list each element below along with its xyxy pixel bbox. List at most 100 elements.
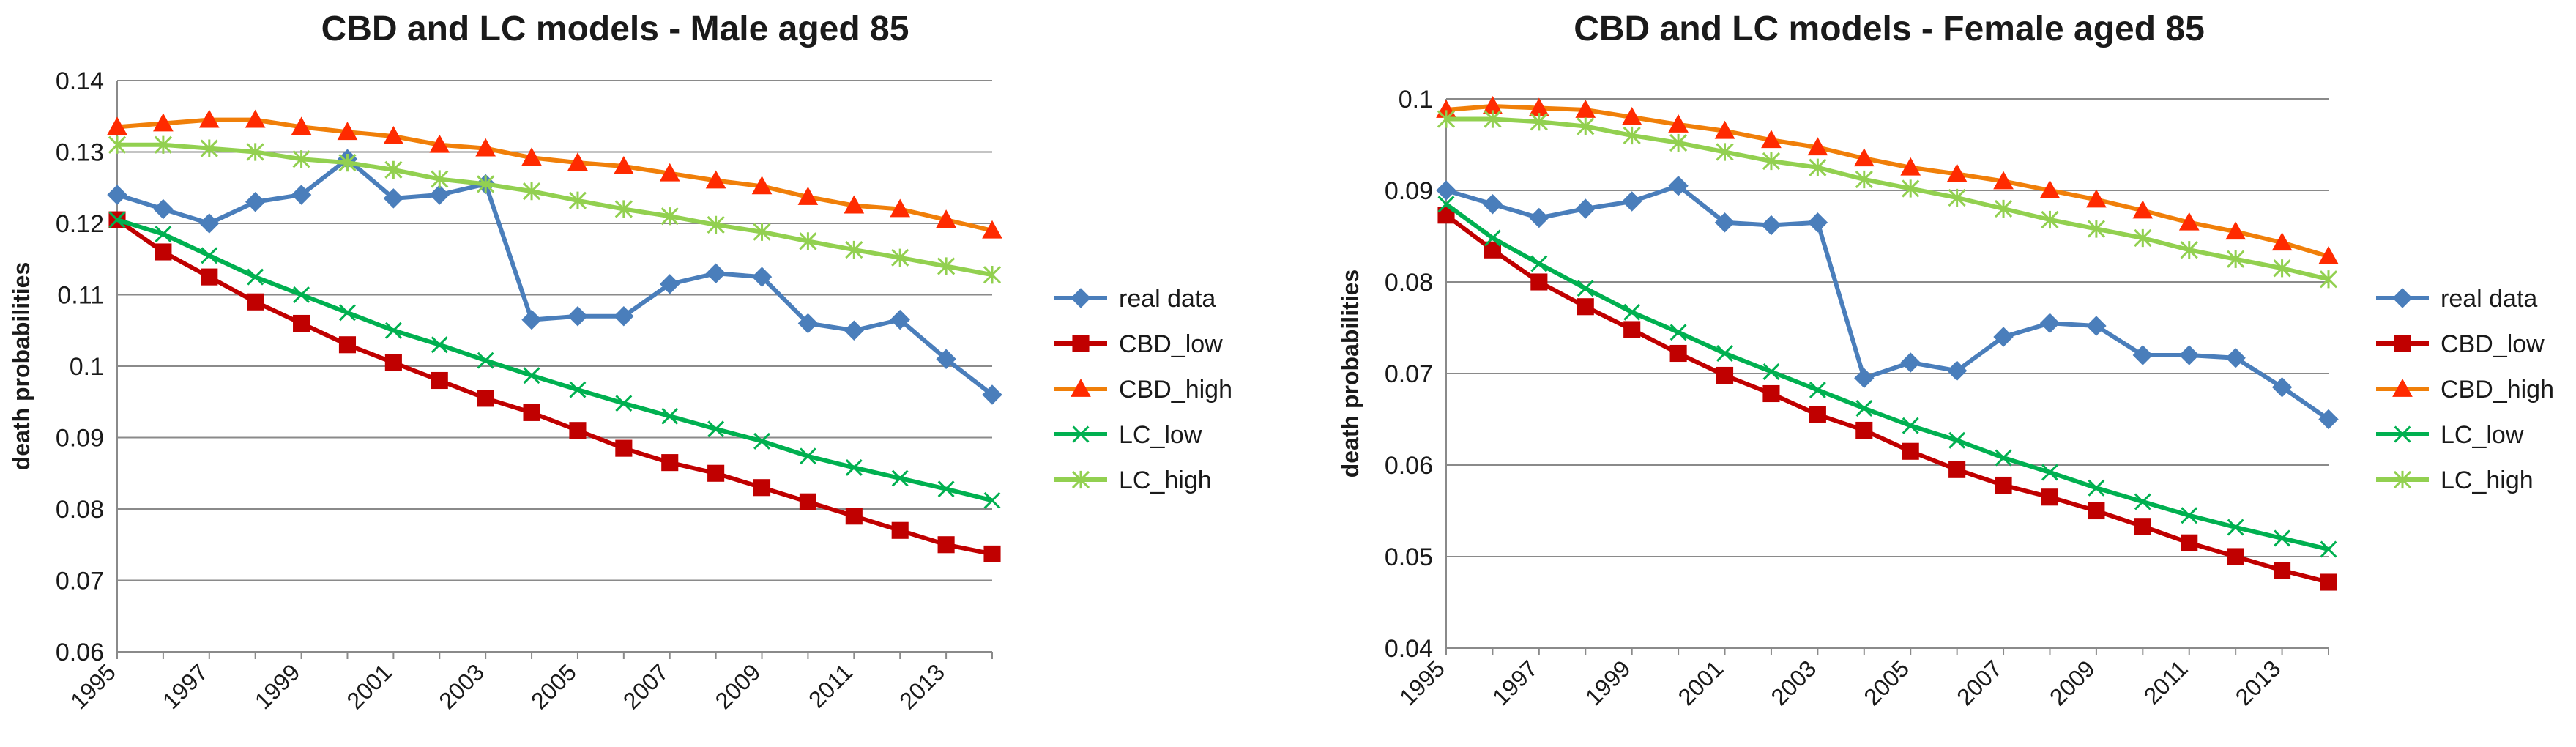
y-tick-label: 0.04 <box>1385 635 1433 663</box>
x-tick-label: 2007 <box>618 658 674 714</box>
data-point <box>1807 137 1828 156</box>
data-point <box>107 185 127 205</box>
legend-marker <box>2394 335 2411 352</box>
data-point <box>1716 345 1733 362</box>
data-point <box>521 147 542 166</box>
data-point <box>1668 114 1689 133</box>
data-point <box>1484 110 1502 128</box>
data-point <box>198 109 220 128</box>
data-point <box>384 160 403 179</box>
x-tick-label: 1997 <box>1487 655 1543 710</box>
data-point <box>477 352 494 369</box>
y-tick-label: 0.1 <box>70 353 104 381</box>
data-point <box>2134 493 2151 510</box>
data-point <box>937 480 955 498</box>
data-point <box>475 138 496 157</box>
data-point <box>1530 255 1548 272</box>
data-point <box>937 257 956 275</box>
data-point <box>155 243 172 261</box>
data-point <box>2134 518 2151 535</box>
data-point <box>2180 241 2198 259</box>
data-point <box>2039 179 2061 198</box>
data-point <box>245 109 266 128</box>
series-lc-high <box>1437 110 2338 289</box>
y-tick-label: 0.07 <box>56 568 104 595</box>
data-point <box>1623 321 1641 338</box>
data-point <box>753 223 771 241</box>
data-point <box>155 226 172 243</box>
data-point <box>1716 143 1734 161</box>
x-tick-label: 2013 <box>2230 655 2286 710</box>
legend-marker <box>1071 288 1091 308</box>
data-point <box>523 404 540 421</box>
data-point <box>291 116 312 135</box>
legend-label: CBD_high <box>2441 376 2554 404</box>
y-axis-label: death probabilities <box>1337 270 1363 477</box>
data-point <box>1577 117 1595 135</box>
data-point <box>1902 417 1919 434</box>
data-point <box>2179 345 2200 365</box>
data-point <box>614 306 634 327</box>
x-tick-label: 1995 <box>65 658 121 714</box>
data-point <box>707 215 725 234</box>
data-point <box>2041 488 2059 506</box>
data-point <box>2039 313 2061 333</box>
data-point <box>2318 245 2339 264</box>
data-point <box>2225 348 2246 368</box>
data-point <box>891 469 909 487</box>
data-point <box>154 135 173 154</box>
data-point <box>293 314 310 332</box>
data-point <box>797 313 819 334</box>
series-cbd-low <box>1437 207 2337 591</box>
series-line <box>1446 116 2329 282</box>
data-point <box>2227 250 2245 268</box>
data-point <box>983 545 1001 562</box>
y-tick-label: 0.06 <box>1385 452 1433 480</box>
x-tick-label: 2001 <box>342 658 398 714</box>
data-point <box>2041 464 2058 481</box>
data-point <box>1809 406 1826 423</box>
data-point <box>2088 502 2105 520</box>
data-point <box>1668 176 1689 196</box>
data-point <box>108 211 126 228</box>
data-point <box>292 150 310 168</box>
x-tick-label: 2005 <box>1858 655 1914 710</box>
data-point <box>2178 212 2200 231</box>
chart-panel-2: CBD and LC models - Female aged 85 0.04 0.… <box>1337 10 2554 710</box>
data-point <box>2086 316 2107 336</box>
data-point <box>431 371 448 390</box>
chart-title: CBD and LC models - Female aged 85 <box>1574 10 2205 48</box>
data-point <box>2086 189 2107 208</box>
x-tick-label: 2003 <box>1766 655 1822 710</box>
y-tick-label: 0.13 <box>56 139 104 167</box>
data-point <box>936 209 956 228</box>
data-point <box>1761 215 1782 236</box>
data-point <box>477 390 494 407</box>
data-point <box>1807 212 1828 233</box>
data-point <box>522 182 541 201</box>
data-point <box>247 268 264 286</box>
data-point <box>2041 210 2059 229</box>
series-cbd-high <box>1436 95 2339 264</box>
y-tick-label: 0.12 <box>56 210 104 238</box>
legend-label: real data <box>1119 285 1216 313</box>
data-point <box>615 439 633 457</box>
data-point <box>1946 360 1968 381</box>
data-point <box>523 367 540 384</box>
data-point <box>753 479 771 497</box>
data-point <box>1855 400 1873 417</box>
y-tick-label: 0.09 <box>56 425 104 453</box>
legend-marker <box>2393 470 2412 489</box>
data-point <box>383 188 404 209</box>
data-point <box>108 135 127 154</box>
data-point <box>153 198 174 220</box>
legend-item: real data <box>1054 285 1216 313</box>
data-point <box>245 192 266 212</box>
data-point <box>1437 196 1455 213</box>
legend-item: CBD_high <box>1054 376 1232 404</box>
legend-label: CBD_high <box>1119 376 1232 404</box>
data-point <box>1854 368 1875 388</box>
x-tick-label: 2003 <box>433 658 489 714</box>
data-point <box>1529 207 1549 228</box>
